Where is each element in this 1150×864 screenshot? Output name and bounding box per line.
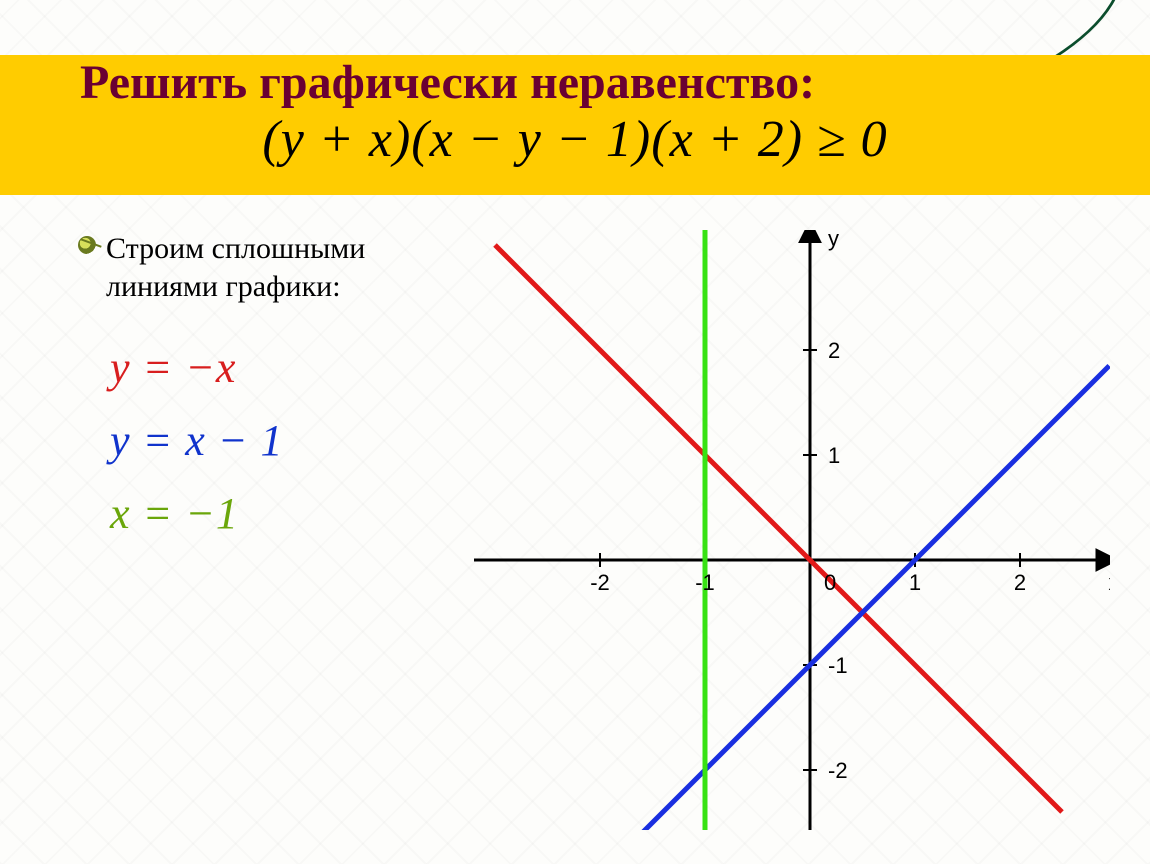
x-tick-label: 1 — [909, 570, 921, 595]
x-tick-label: -1 — [695, 570, 715, 595]
bullet-line-1: Строим сплошными — [106, 232, 365, 265]
origin-label: 0 — [824, 570, 836, 595]
equation-2: y = x − 1 — [110, 415, 283, 466]
equation-3: x = −1 — [110, 488, 283, 539]
chart-svg: -2 -1 1 2 -2 -1 1 2 0 x y — [470, 230, 1110, 830]
equation-list: y = −x y = x − 1 x = −1 — [110, 320, 283, 561]
bullet-line-2: линиями графики: — [106, 270, 341, 303]
inequality-formula: (y + x)(x − y − 1)(x + 2) ≥ 0 — [0, 110, 1150, 169]
bullet-text: Строим сплошными линиями графики: — [106, 230, 365, 305]
plot-line-y_eq_neg_x — [495, 245, 1062, 812]
y-axis-label: y — [828, 230, 839, 251]
chart: -2 -1 1 2 -2 -1 1 2 0 x y — [470, 230, 1110, 830]
y-tick-label: 2 — [828, 338, 840, 363]
slide-title: Решить графически неравенство: — [80, 55, 815, 110]
y-tick-label: -1 — [828, 653, 848, 678]
bullet-icon — [78, 236, 96, 254]
x-tick-label: 2 — [1014, 570, 1026, 595]
x-axis-label: x — [1109, 570, 1111, 595]
plot-line-y_eq_x_minus_1 — [621, 366, 1109, 830]
y-tick-label: 1 — [828, 443, 840, 468]
equation-1: y = −x — [110, 342, 283, 393]
bullet-row: Строим сплошными линиями графики: — [78, 230, 365, 305]
x-tick-label: -2 — [590, 570, 610, 595]
y-tick-label: -2 — [828, 758, 848, 783]
